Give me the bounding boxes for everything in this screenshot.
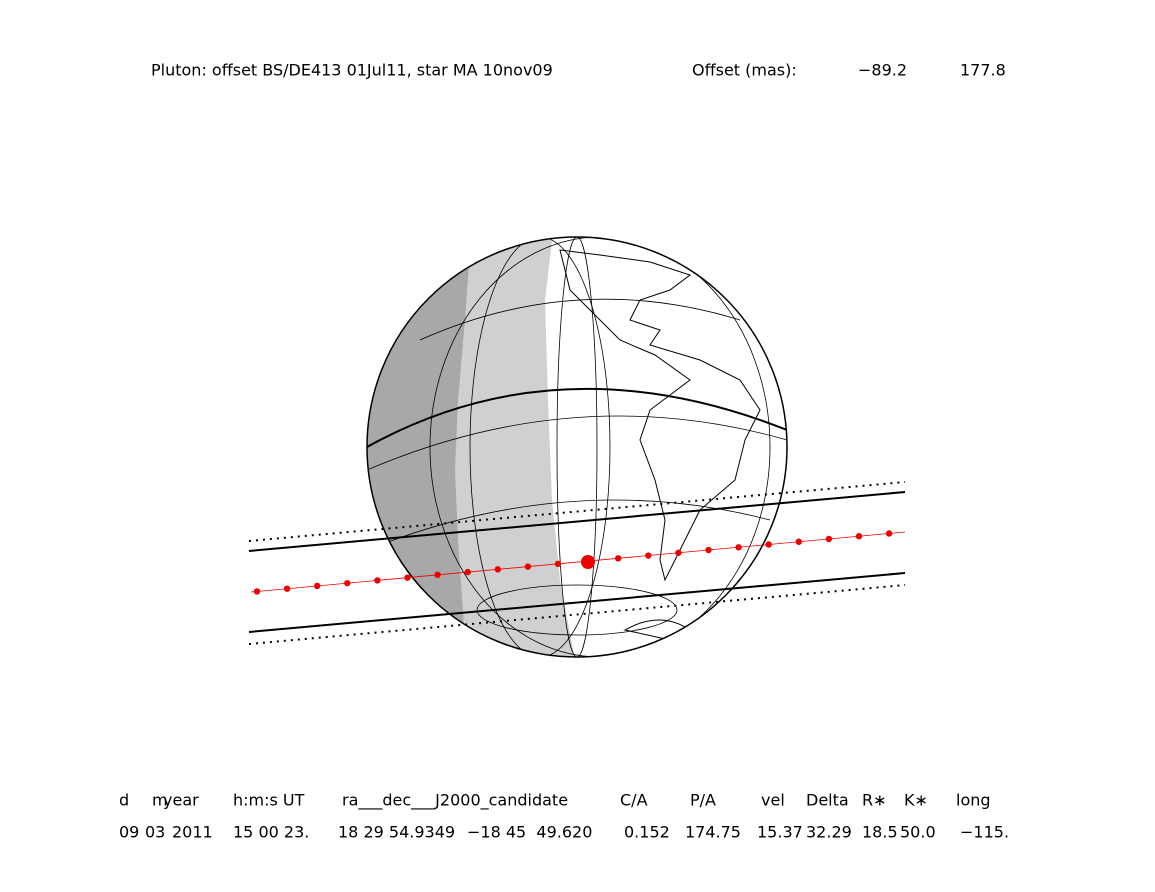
limit-line [248,481,906,542]
time-dot [885,530,893,537]
time-dot [825,535,833,543]
column-header: P/A [690,791,716,810]
time-dot [855,533,863,540]
cell: 03 [145,823,165,842]
shadow-edge [248,572,906,633]
column-header: K∗ [904,791,928,810]
time-dot [253,588,261,595]
time-dot [344,579,351,587]
title: Pluton: offset BS/DE413 01Jul11, star MA… [151,61,553,80]
time-dot [314,582,321,590]
offset-label: Offset (mas): [692,61,797,80]
equator [367,387,787,448]
globe-outline [366,236,788,658]
time-dot [494,566,501,573]
time-marks [253,530,893,595]
cell: 174.75 [685,823,741,842]
time-dot [765,541,772,548]
cell: 15.37 [757,823,803,842]
time-dot [735,544,742,551]
time-dot [464,568,471,576]
continents [559,249,761,582]
closest-approach [581,555,595,569]
globe [367,237,787,657]
column-header: C/A [620,791,648,810]
cell: 18.5 [862,823,898,842]
column-header: long [956,791,991,810]
time-dot [705,546,712,554]
cell: −18 45 49.620 [467,823,592,842]
shadow-edge [248,491,906,552]
cell: 18 29 54.9349 [338,823,455,842]
cell: 15 00 23. [233,823,309,842]
column-header: d [119,791,129,810]
time-dot [554,560,562,568]
column-header: h:m:s UT [233,791,305,810]
cell: 0.152 [624,823,670,842]
offset-value: 177.8 [960,61,1006,80]
column-header: year [163,791,199,810]
time-dot [374,577,381,584]
time-dot [434,571,441,579]
column-header: ra___dec___J2000_candidate [342,791,568,811]
time-dot [524,563,532,570]
cell: 09 [119,823,139,842]
column-header: vel [761,791,785,810]
time-dot [615,555,622,562]
limit-line [248,584,906,645]
time-dot [795,538,802,545]
graticule [367,237,787,657]
cell: −115. [960,823,1009,842]
column-header: Delta [806,791,849,810]
time-dot [283,585,291,592]
column-header: m [152,791,168,810]
offset-value: −89.2 [858,61,907,80]
time-dot [675,549,682,556]
cell: 32.29 [806,823,852,842]
time-dot [645,552,652,559]
column-header: R∗ [862,791,887,810]
cell: 2011 [172,823,213,842]
time-dot [404,574,411,581]
cell: 50.0 [900,823,936,842]
